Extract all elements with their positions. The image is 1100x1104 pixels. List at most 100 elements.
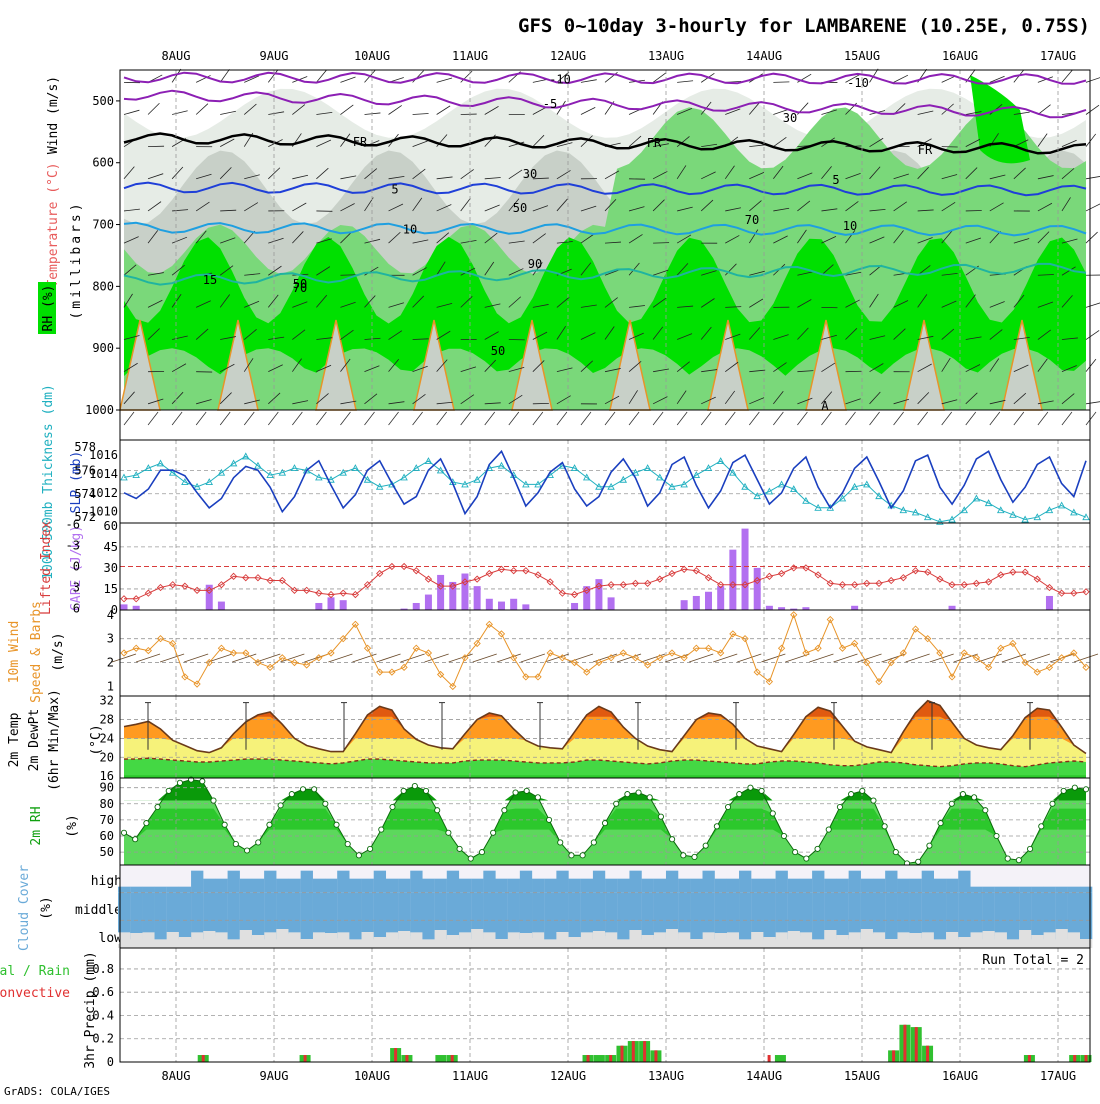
surface-wind-barb-lower: [1026, 654, 1050, 662]
cloud-bar-middle: [191, 893, 203, 933]
cloud-bar-middle: [215, 893, 227, 933]
cloud-bar-high: [191, 871, 203, 893]
surface-wind-barb-lower: [112, 654, 136, 662]
surface-wind-barb: [918, 412, 928, 425]
cloud-bar-low: [142, 938, 154, 948]
cloud-bar-middle: [678, 893, 690, 933]
surface-wind-barb: [172, 412, 182, 425]
wind-frame: [120, 610, 1090, 696]
rh-point: [714, 824, 719, 829]
cloud-bar-middle: [824, 893, 836, 933]
cloud-bar-high: [264, 871, 276, 893]
cape-bar: [486, 599, 493, 610]
rh-point: [860, 788, 865, 793]
rh-point: [916, 859, 921, 864]
rh-point: [602, 821, 607, 826]
precip-convective-bar: [394, 1048, 397, 1062]
pressure-tick-label: 1000: [85, 403, 114, 417]
rh-point: [356, 853, 361, 858]
cloud-bar-middle: [483, 893, 495, 933]
rh-point: [770, 811, 775, 816]
cloud-bar-low: [398, 931, 410, 948]
rh-tick-label: 50: [100, 845, 114, 859]
surface-wind-barb-lower: [497, 654, 521, 662]
cloud-middle-label: middle: [75, 903, 122, 918]
cloud-bar-low: [532, 938, 544, 948]
precip-convective-bar: [643, 1041, 646, 1062]
rh-point: [546, 817, 551, 822]
surface-wind-barb: [749, 412, 759, 425]
precip-convective-bar: [915, 1027, 918, 1062]
cloud-bar-high: [556, 871, 568, 893]
cape-bar: [121, 604, 128, 610]
cloud-bar-low: [800, 936, 812, 948]
cloud-bar-low: [849, 940, 861, 948]
cloud-bar-low: [179, 937, 191, 948]
cloud-bar-low: [873, 934, 885, 948]
cloud-bar-middle: [629, 893, 641, 933]
surface-wind-barb-lower: [184, 654, 208, 662]
precip-total-bar: [775, 1055, 786, 1062]
cloud-bar-low: [910, 933, 922, 948]
surface-wind-barb-lower: [809, 654, 833, 662]
cloud-bar-low: [715, 933, 727, 948]
rh-contour-label: 30: [523, 167, 537, 181]
pressure-tick-label: 600: [92, 156, 114, 170]
cape-bar: [522, 604, 529, 610]
cloud-bar-high: [666, 871, 678, 893]
cloud-bar-high: [337, 871, 349, 893]
surface-wind-barb: [316, 412, 326, 425]
cape-tick-label: 30: [104, 561, 118, 575]
cloud-bar-low: [337, 938, 349, 948]
cloud-bar-low: [654, 940, 666, 948]
precip-tick-label: 0.6: [92, 985, 114, 999]
cloud-bar-high: [873, 879, 885, 893]
date-label-top: 10AUG: [354, 49, 390, 63]
date-label-bottom: 12AUG: [550, 1069, 586, 1083]
chart-title: GFS 0~10day 3-hourly for LAMBARENE (10.2…: [518, 15, 1090, 37]
rh-point: [994, 833, 999, 838]
cloud-bar-low: [995, 936, 1007, 948]
surface-wind-barb-lower: [449, 654, 473, 662]
precip-tick-label: 0: [107, 1055, 114, 1069]
credit-label: GrADS: COLA/IGES: [4, 1085, 110, 1098]
cloud-bar-high: [142, 887, 154, 893]
cloud-bar-low: [605, 936, 617, 948]
wind-tick-label: 3: [107, 632, 114, 646]
cloud-bar-middle: [252, 893, 264, 940]
cape-bar: [949, 606, 956, 610]
cloud-low-label: low: [99, 931, 123, 946]
rh-title-label: 2m RH: [29, 806, 44, 845]
cloud-bar-middle: [435, 893, 447, 933]
rh-point: [748, 785, 753, 790]
cloud-bar-low: [422, 941, 434, 948]
surface-wind-barb-lower: [737, 654, 761, 662]
cloud-bar-high: [386, 879, 398, 893]
cape-bar: [328, 597, 335, 610]
surface-wind-barb: [124, 412, 134, 425]
rh-point: [670, 837, 675, 842]
rh-tick-label: 70: [100, 813, 114, 827]
surface-wind-barb: [773, 412, 783, 425]
wind-tick-label: 1: [107, 679, 114, 693]
cape-bar: [717, 586, 724, 610]
cloud-bar-high: [885, 871, 897, 893]
cloud-bar-low: [836, 935, 848, 948]
wind-tick-label: 2: [107, 656, 114, 670]
precip-convective-bar: [1085, 1055, 1088, 1062]
cloud-bar-high: [276, 879, 288, 893]
surface-wind-barb-lower: [641, 654, 665, 662]
cape-bar: [851, 606, 858, 610]
cloud-bar-high: [897, 879, 909, 893]
surface-wind-barb: [340, 412, 350, 425]
cloud-bar-high: [288, 879, 300, 893]
rh-point: [815, 846, 820, 851]
cloud-bar-high: [910, 879, 922, 893]
rh-point: [580, 853, 585, 858]
precip-convective-bar: [1028, 1055, 1031, 1062]
cloud-bar-high: [678, 879, 690, 893]
rh-point: [133, 837, 138, 842]
cloud-bar-middle: [849, 893, 861, 933]
